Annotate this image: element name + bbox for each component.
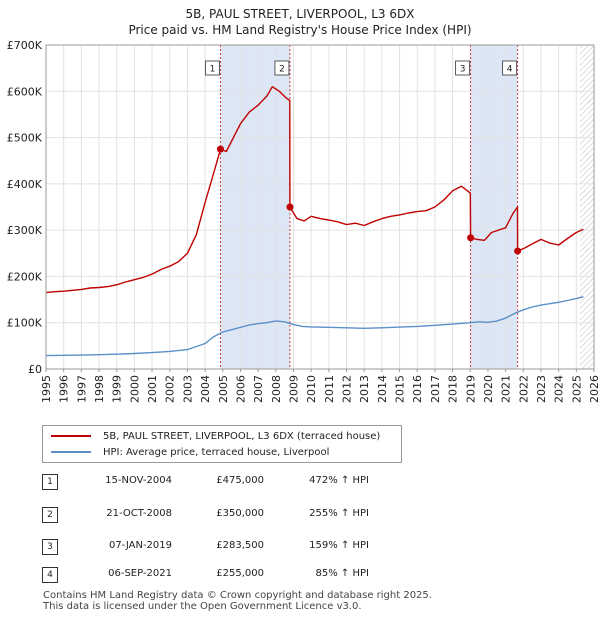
y-tick-label: £600K (7, 85, 43, 98)
x-tick-label: 2000 (128, 375, 141, 403)
x-tick-label: 2014 (376, 375, 389, 403)
x-tick-label: 2009 (287, 375, 300, 403)
x-tick-label: 2024 (553, 375, 566, 403)
legend-hpi-label: HPI: Average price, terraced house, Live… (103, 446, 330, 458)
sale-badge: 3 (42, 539, 58, 555)
sale-point (514, 247, 522, 255)
x-tick-label: 2005 (217, 375, 230, 403)
y-tick-label: £100K (7, 317, 43, 330)
x-tick-label: 2007 (252, 375, 265, 403)
y-tick-label: £500K (7, 132, 43, 145)
x-tick-label: 1995 (40, 375, 53, 403)
x-tick-label: 2004 (199, 375, 212, 403)
plot-border (45, 44, 595, 370)
y-tick-label: £400K (7, 178, 43, 191)
sale-number-label: 2 (279, 65, 285, 75)
x-tick-label: 2001 (146, 375, 159, 403)
shaded-period (220, 45, 290, 369)
y-tick-label: £300K (7, 224, 43, 237)
x-tick-label: 2026 (588, 375, 600, 403)
sale-hpi: 85% ↑ HPI (315, 568, 369, 579)
sale-price: £255,000 (216, 568, 264, 579)
sale-point (286, 203, 294, 211)
footer-line-1: Contains HM Land Registry data © Crown c… (43, 590, 432, 601)
x-tick-label: 2019 (464, 375, 477, 403)
legend: 5B, PAUL STREET, LIVERPOOL, L3 6DX (terr… (42, 425, 402, 463)
sale-row: 1 15-NOV-2004 £475,000 472% ↑ HPI (42, 474, 462, 490)
x-tick-label: 2008 (270, 375, 283, 403)
x-tick-label: 2015 (394, 375, 407, 403)
x-tick-label: 2023 (535, 375, 548, 403)
sale-point (467, 234, 475, 242)
sale-row: 4 06-SEP-2021 £255,000 85% ↑ HPI (42, 567, 462, 583)
x-tick-label: 1998 (93, 375, 106, 403)
x-tick-label: 2010 (305, 375, 318, 403)
sale-price: £475,000 (216, 475, 264, 486)
sale-row: 2 21-OCT-2008 £350,000 255% ↑ HPI (42, 507, 462, 523)
y-tick-label: £0 (28, 363, 42, 376)
footer: Contains HM Land Registry data © Crown c… (43, 590, 432, 612)
sale-number-box (274, 60, 290, 76)
x-tick-label: 2012 (341, 375, 354, 403)
sale-number-label: 1 (210, 65, 216, 75)
title-line-2: Price paid vs. HM Land Registry's House … (128, 23, 472, 37)
sale-number-label: 4 (507, 65, 513, 75)
x-tick-label: 2018 (447, 375, 460, 403)
footer-line-2: This data is licensed under the Open Gov… (43, 601, 362, 612)
x-tick-label: 1996 (58, 375, 71, 403)
x-tick-label: 1997 (75, 375, 88, 403)
sale-date: 21-OCT-2008 (106, 508, 172, 519)
sale-date: 15-NOV-2004 (105, 475, 172, 486)
sale-hpi: 159% ↑ HPI (309, 540, 369, 551)
x-tick-label: 2022 (517, 375, 530, 403)
y-tick-label: £200K (7, 270, 43, 283)
legend-item-hpi: HPI: Average price, terraced house, Live… (51, 445, 329, 459)
sale-hpi: 255% ↑ HPI (309, 508, 369, 519)
x-tick-label: 2006 (234, 375, 247, 403)
sale-point (216, 145, 224, 153)
sale-hpi: 472% ↑ HPI (309, 475, 369, 486)
hatched-region (579, 45, 594, 369)
sale-price: £350,000 (216, 508, 264, 519)
sale-badge: 1 (42, 474, 58, 490)
sale-number-box (455, 60, 471, 76)
sale-badge: 4 (42, 567, 58, 583)
hpi-series-line (45, 296, 584, 357)
x-tick-label: 2021 (500, 375, 513, 403)
shaded-period (470, 45, 518, 369)
y-tick-label: £700K (7, 39, 43, 52)
title-line-1: 5B, PAUL STREET, LIVERPOOL, L3 6DX (185, 7, 415, 21)
sale-number-box (502, 60, 518, 76)
price-chart: 1 2 3 4 £0 £100K £200K £300K £400K £500K £600K £700… (7, 39, 600, 403)
legend-item-price: 5B, PAUL STREET, LIVERPOOL, L3 6DX (terr… (51, 429, 380, 443)
chart-title: 5B, PAUL STREET, LIVERPOOL, L3 6DX Price… (0, 6, 600, 38)
sale-badge: 2 (42, 507, 58, 523)
x-tick-label: 2011 (323, 375, 336, 403)
sale-row: 3 07-JAN-2019 £283,500 159% ↑ HPI (42, 539, 462, 555)
legend-hpi-swatch (51, 451, 91, 453)
x-tick-label: 1999 (111, 375, 124, 403)
x-tick-label: 2017 (429, 375, 442, 403)
legend-price-label: 5B, PAUL STREET, LIVERPOOL, L3 6DX (terr… (103, 430, 381, 442)
sale-number-label: 3 (460, 65, 466, 75)
x-tick-label: 2002 (164, 375, 177, 403)
sale-date: 07-JAN-2019 (108, 540, 172, 551)
x-tick-label: 2013 (358, 375, 371, 403)
legend-price-swatch (51, 435, 91, 437)
price-series-line (45, 85, 584, 294)
sale-price: £283,500 (216, 540, 264, 551)
sale-number-box (205, 60, 220, 76)
x-tick-label: 2025 (570, 375, 583, 403)
x-tick-label: 2003 (181, 375, 194, 403)
x-tick-label: 2020 (482, 375, 495, 403)
sale-date: 06-SEP-2021 (108, 568, 172, 579)
x-tick-label: 2016 (411, 375, 424, 403)
